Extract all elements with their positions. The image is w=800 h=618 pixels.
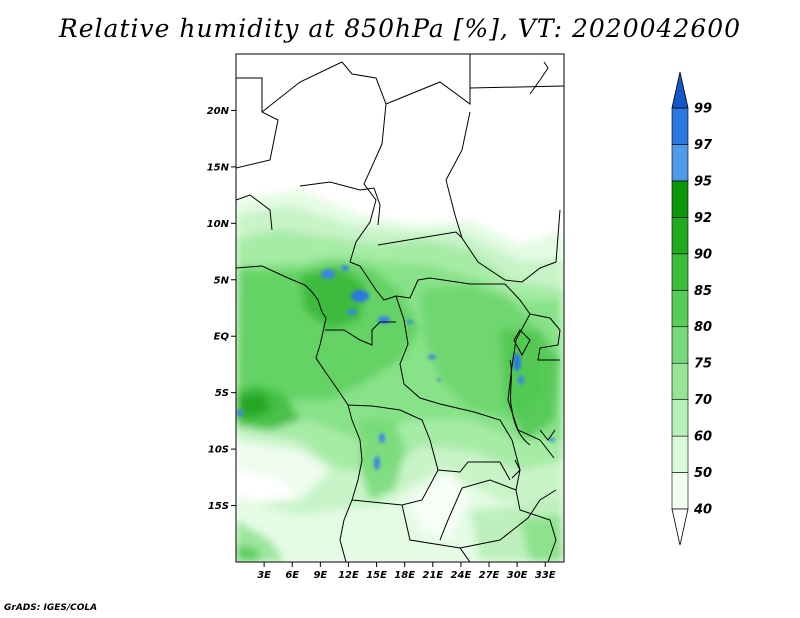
lat-tick-label: 15S xyxy=(208,501,229,512)
lat-tick-label: 5S xyxy=(215,388,229,399)
colorbar-segment xyxy=(671,107,689,145)
lon-tick-label: 21E xyxy=(422,570,443,581)
colorbar-segment xyxy=(671,472,689,510)
colorbar-label: 92 xyxy=(694,211,712,226)
colorbar-max-triangle xyxy=(671,71,689,109)
colorbar-segment xyxy=(671,326,689,364)
colorbar-segment xyxy=(671,180,689,218)
lat-tick-label: 20N xyxy=(207,106,230,117)
colorbar-min-triangle xyxy=(671,508,689,546)
colorbar-segment xyxy=(671,362,689,400)
map-title: Relative humidity at 850hPa [%], VT: 202… xyxy=(58,14,742,43)
saturation-patches xyxy=(237,265,555,470)
lon-tick-label: 9E xyxy=(313,570,327,581)
map-frame xyxy=(235,53,565,563)
lat-tick-label: 5N xyxy=(214,275,230,286)
colorbar-label: 40 xyxy=(693,503,712,518)
lat-tick-label: 10S xyxy=(208,445,229,456)
colorbar-segment xyxy=(671,144,689,182)
lon-tick-label: 12E xyxy=(338,570,359,581)
lon-tick-label: 15E xyxy=(366,570,387,581)
colorbar-label: 95 xyxy=(694,174,712,189)
lat-tick-label: 10N xyxy=(207,219,230,230)
lon-tick-label: 24E xyxy=(451,570,472,581)
colorbar-label: 80 xyxy=(694,320,712,335)
credit-text: GrADS: IGES/COLA xyxy=(4,603,98,613)
colorbar-segment xyxy=(671,217,689,255)
lon-tick-label: 18E xyxy=(394,570,415,581)
lat-tick-label: EQ xyxy=(214,332,230,343)
lon-tick-label: 33E xyxy=(535,570,556,581)
colorbar-label: 85 xyxy=(694,284,712,299)
colorbar-label: 60 xyxy=(694,430,712,445)
colorbar-segment xyxy=(671,253,689,291)
colorbar-segment xyxy=(671,289,689,328)
colorbar-label: 99 xyxy=(694,102,712,117)
lon-tick-label: 30E xyxy=(507,570,528,581)
lon-tick-label: 27E xyxy=(479,570,500,581)
longitude-ticks: 3E 6E 9E 12E 15E 18E 21E 24E 27E 30E 33E xyxy=(257,562,556,581)
colorbar-segment xyxy=(671,399,689,437)
country-borders xyxy=(236,54,564,562)
colorbar: 40 50 60 70 75 80 85 90 92 95 97 99 xyxy=(671,71,713,546)
lon-tick-label: 6E xyxy=(285,570,299,581)
lat-tick-label: 15N xyxy=(207,162,230,173)
colorbar-label: 97 xyxy=(694,138,713,153)
colorbar-segment xyxy=(671,435,689,473)
latitude-ticks: 20N 15N 10N 5N EQ 5S 10S 15S xyxy=(207,106,236,512)
colorbar-label: 50 xyxy=(694,466,712,481)
colorbar-label: 90 xyxy=(694,247,712,262)
colorbar-label: 75 xyxy=(694,357,712,372)
lon-tick-label: 3E xyxy=(257,570,271,581)
colorbar-label: 70 xyxy=(694,393,712,408)
